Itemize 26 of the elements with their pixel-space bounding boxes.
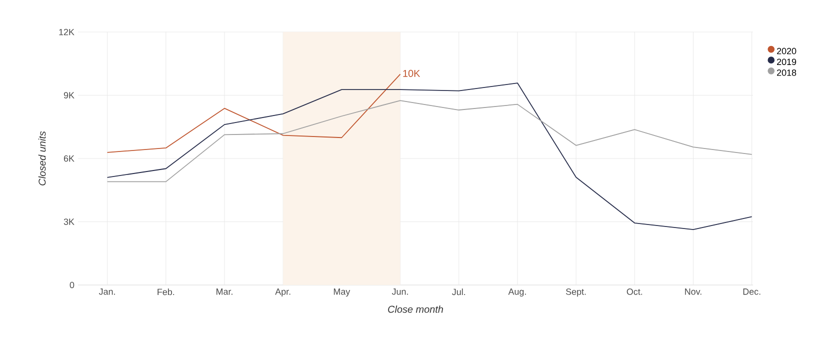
- x-tick-label: Aug.: [508, 288, 526, 297]
- x-tick-label: Apr.: [275, 288, 290, 297]
- x-tick-label: Jul.: [452, 288, 466, 296]
- y-tick-label: 3K: [64, 218, 74, 225]
- line-series: [106, 100, 752, 182]
- legend-label: 2019: [777, 58, 796, 66]
- x-tick-label: Jan.: [98, 288, 115, 295]
- y-tick-label: 9K: [64, 92, 74, 98]
- x-tick-label: Oct.: [626, 288, 642, 295]
- y-tick-label: 12K: [59, 28, 74, 36]
- x-axis-title: Close month: [388, 305, 444, 313]
- y-tick-label: 0: [70, 282, 74, 288]
- legend-label: 2018: [777, 69, 796, 76]
- line-series: [106, 82, 752, 230]
- x-tick-label: Nov.: [685, 288, 702, 295]
- x-tick-label: Feb.: [158, 288, 174, 296]
- annotation: 10K: [403, 70, 420, 77]
- x-tick-label: Dec.: [743, 288, 760, 295]
- line-series: [106, 74, 401, 153]
- legend-label: 2020: [777, 48, 796, 54]
- x-tick-label: Mar.: [216, 288, 232, 295]
- x-tick-label: May: [334, 288, 350, 297]
- y-axis-title: Closed units: [38, 131, 46, 186]
- x-tick-label: Sept.: [566, 288, 586, 297]
- y-tick-label: 6K: [64, 155, 74, 162]
- x-tick-label: Jun.: [392, 288, 408, 295]
